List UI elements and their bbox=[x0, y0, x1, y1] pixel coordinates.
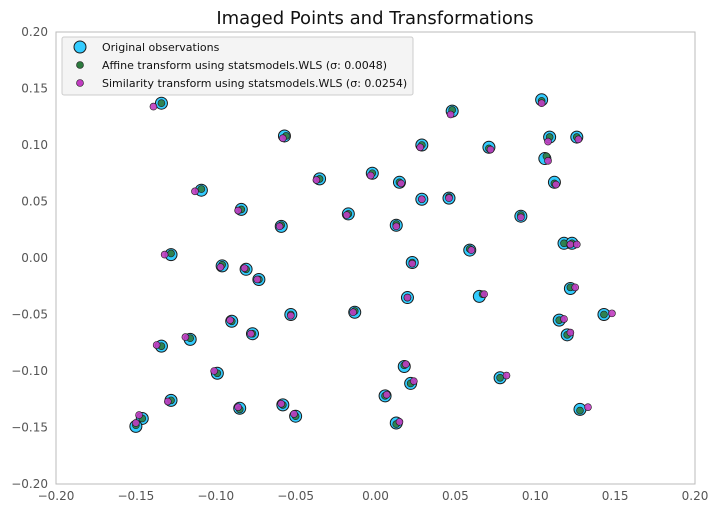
similarity-point bbox=[392, 222, 401, 231]
similarity-point bbox=[486, 145, 495, 154]
affine-point bbox=[157, 99, 166, 107]
similarity-point bbox=[418, 195, 426, 204]
legend-label-original: Original observations bbox=[102, 41, 220, 54]
x-tick-label: −0.15 bbox=[117, 489, 154, 503]
similarity-point bbox=[402, 360, 410, 369]
similarity-point bbox=[574, 135, 583, 144]
similarity-point bbox=[349, 308, 357, 317]
similarity-point bbox=[181, 333, 190, 341]
similarity-point bbox=[608, 309, 616, 318]
similarity-point bbox=[152, 341, 161, 349]
affine-point bbox=[197, 185, 206, 193]
similarity-point bbox=[287, 311, 295, 320]
similarity-point bbox=[445, 194, 453, 202]
similarity-point bbox=[410, 377, 418, 385]
x-tick-label: 0.00 bbox=[362, 489, 389, 503]
similarity-point bbox=[277, 399, 286, 408]
similarity-point bbox=[135, 411, 143, 419]
plot-area bbox=[55, 31, 696, 485]
similarity-point bbox=[234, 403, 242, 411]
y-tick-label: 0.15 bbox=[21, 82, 48, 96]
legend-label-affine: Affine transform using statsmodels.WLS (… bbox=[102, 59, 387, 72]
affine-point bbox=[560, 239, 568, 248]
similarity-point bbox=[544, 157, 552, 165]
similarity-point bbox=[253, 275, 262, 284]
legend-box bbox=[61, 36, 414, 96]
similarity-point bbox=[160, 250, 169, 259]
similarity-point bbox=[290, 410, 298, 418]
affine-point bbox=[496, 373, 504, 382]
similarity-point bbox=[247, 329, 255, 338]
x-tick-label: 0.05 bbox=[442, 489, 469, 503]
similarity-point bbox=[149, 102, 158, 111]
similarity-point bbox=[480, 290, 488, 298]
y-tick-label: −0.15 bbox=[11, 421, 48, 435]
similarity-point bbox=[164, 397, 172, 406]
similarity-point bbox=[408, 259, 417, 268]
x-tick-label: −0.05 bbox=[277, 489, 314, 503]
x-axis-ticks: −0.20 −0.15 −0.10 −0.05 0.00 0.05 0.10 0.15 0.20 bbox=[38, 489, 709, 503]
legend-label-similarity: Similarity transform using statsmodels.W… bbox=[102, 77, 407, 90]
y-tick-label: −0.10 bbox=[11, 364, 48, 378]
similarity-point bbox=[566, 328, 575, 337]
similarity-point bbox=[132, 419, 140, 427]
x-tick-label: 0.15 bbox=[602, 489, 629, 503]
similarity-point bbox=[560, 315, 568, 323]
similarity-point bbox=[572, 240, 581, 249]
similarity-point bbox=[537, 99, 546, 107]
affine-point bbox=[167, 249, 175, 258]
y-tick-label: 0.00 bbox=[21, 251, 48, 265]
y-tick-label: 0.05 bbox=[21, 195, 48, 209]
similarity-point bbox=[395, 418, 404, 426]
similarity-point bbox=[226, 316, 234, 324]
similarity-point bbox=[210, 367, 218, 375]
similarity-point bbox=[517, 213, 525, 222]
similarity-point bbox=[240, 264, 249, 272]
affine-point bbox=[600, 310, 608, 319]
similarity-point bbox=[502, 371, 511, 380]
similarity-point bbox=[403, 293, 412, 302]
y-tick-label: −0.05 bbox=[11, 308, 48, 322]
similarity-point bbox=[467, 246, 476, 254]
y-axis-ticks: 0.20 0.15 0.10 0.05 0.00 −0.05 −0.10 −0.15 −0.20 bbox=[11, 25, 48, 491]
legend-marker-affine bbox=[76, 61, 84, 69]
similarity-point bbox=[544, 137, 552, 146]
similarity-point bbox=[416, 143, 425, 152]
y-tick-label: −0.20 bbox=[11, 477, 48, 491]
similarity-point bbox=[566, 240, 575, 249]
legend: Original observations Affine transform u… bbox=[61, 36, 414, 96]
similarity-point bbox=[312, 176, 321, 184]
similarity-point bbox=[191, 187, 199, 196]
similarity-point bbox=[279, 134, 287, 143]
similarity-point bbox=[275, 222, 284, 231]
similarity-point bbox=[584, 403, 592, 411]
similarity-point bbox=[397, 179, 405, 188]
legend-marker-similarity bbox=[76, 79, 84, 87]
similarity-point bbox=[234, 206, 242, 215]
similarity-point bbox=[552, 180, 560, 189]
series-similarity-transform bbox=[132, 99, 616, 427]
y-tick-label: 0.20 bbox=[21, 25, 48, 39]
legend-marker-original bbox=[73, 40, 87, 54]
x-tick-label: −0.10 bbox=[197, 489, 234, 503]
similarity-point bbox=[342, 211, 351, 219]
chart-title: Imaged Points and Transformations bbox=[216, 8, 533, 29]
y-tick-label: 0.10 bbox=[21, 138, 48, 152]
affine-point bbox=[576, 406, 584, 415]
similarity-point bbox=[216, 263, 225, 271]
x-tick-label: 0.10 bbox=[522, 489, 549, 503]
x-tick-label: −0.20 bbox=[38, 489, 75, 503]
similarity-point bbox=[446, 110, 455, 119]
similarity-point bbox=[571, 283, 579, 292]
x-tick-label: 0.20 bbox=[682, 489, 709, 503]
similarity-point bbox=[382, 390, 391, 399]
similarity-point bbox=[366, 171, 375, 180]
